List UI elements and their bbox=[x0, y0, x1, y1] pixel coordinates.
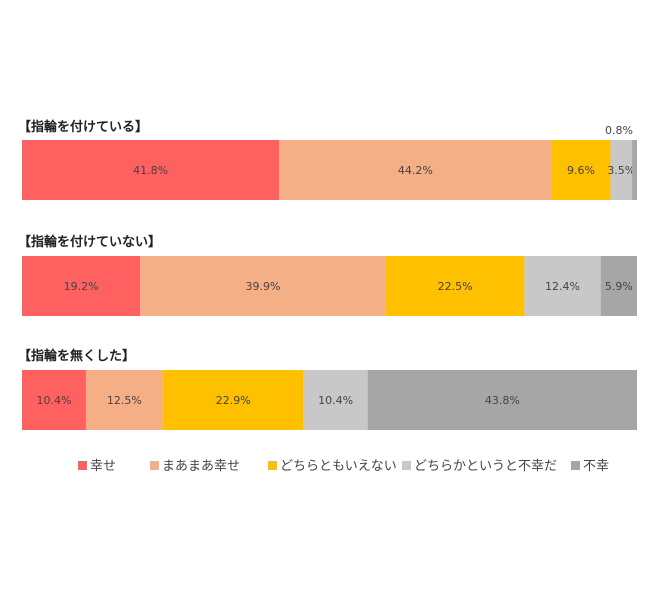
data-label: 12.4% bbox=[545, 280, 580, 293]
bar-segment bbox=[600, 256, 637, 316]
bar-segment bbox=[279, 140, 552, 200]
data-label: 12.5% bbox=[107, 394, 142, 407]
data-label: 0.8% bbox=[605, 124, 633, 137]
legend-label: 不幸 bbox=[583, 459, 609, 474]
data-label: 22.5% bbox=[438, 280, 473, 293]
group-title: 【指輪を無くした】 bbox=[18, 348, 135, 364]
bar-segment bbox=[385, 256, 525, 316]
legend-swatch bbox=[571, 461, 580, 470]
bar-segment bbox=[162, 370, 304, 430]
group-title: 【指輪を付けていない】 bbox=[18, 234, 161, 250]
legend-swatch bbox=[150, 461, 159, 470]
data-label: 41.8% bbox=[133, 164, 168, 177]
legend-label: まあまあ幸せ bbox=[162, 459, 240, 474]
bar-segment bbox=[85, 370, 163, 430]
legend-label: どちらともいえない bbox=[280, 459, 397, 474]
data-label: 43.8% bbox=[485, 394, 520, 407]
bar-segment bbox=[632, 140, 637, 200]
data-label: 10.4% bbox=[37, 394, 72, 407]
bar-segment bbox=[367, 370, 637, 430]
bar-segment bbox=[140, 256, 386, 316]
data-label: 3.5% bbox=[607, 164, 635, 177]
bar-segment bbox=[524, 256, 601, 316]
data-label: 9.6% bbox=[567, 164, 595, 177]
legend-swatch bbox=[402, 461, 411, 470]
bar-segment bbox=[551, 140, 611, 200]
legend-label: 幸せ bbox=[90, 459, 116, 474]
data-label: 22.9% bbox=[216, 394, 251, 407]
data-label: 44.2% bbox=[398, 164, 433, 177]
data-label: 19.2% bbox=[64, 280, 99, 293]
data-label: 5.9% bbox=[605, 280, 633, 293]
bar-segment bbox=[22, 256, 141, 316]
legend-swatch bbox=[78, 461, 87, 470]
legend-label: どちらかというと不幸だ bbox=[414, 459, 557, 474]
group-title: 【指輪を付けている】 bbox=[18, 119, 148, 135]
legend-swatch bbox=[268, 461, 277, 470]
bar-segment bbox=[22, 140, 280, 200]
data-label: 39.9% bbox=[246, 280, 281, 293]
data-label: 10.4% bbox=[318, 394, 353, 407]
bar-segment bbox=[610, 140, 633, 200]
bar-segment bbox=[22, 370, 86, 430]
bar-segment bbox=[303, 370, 368, 430]
